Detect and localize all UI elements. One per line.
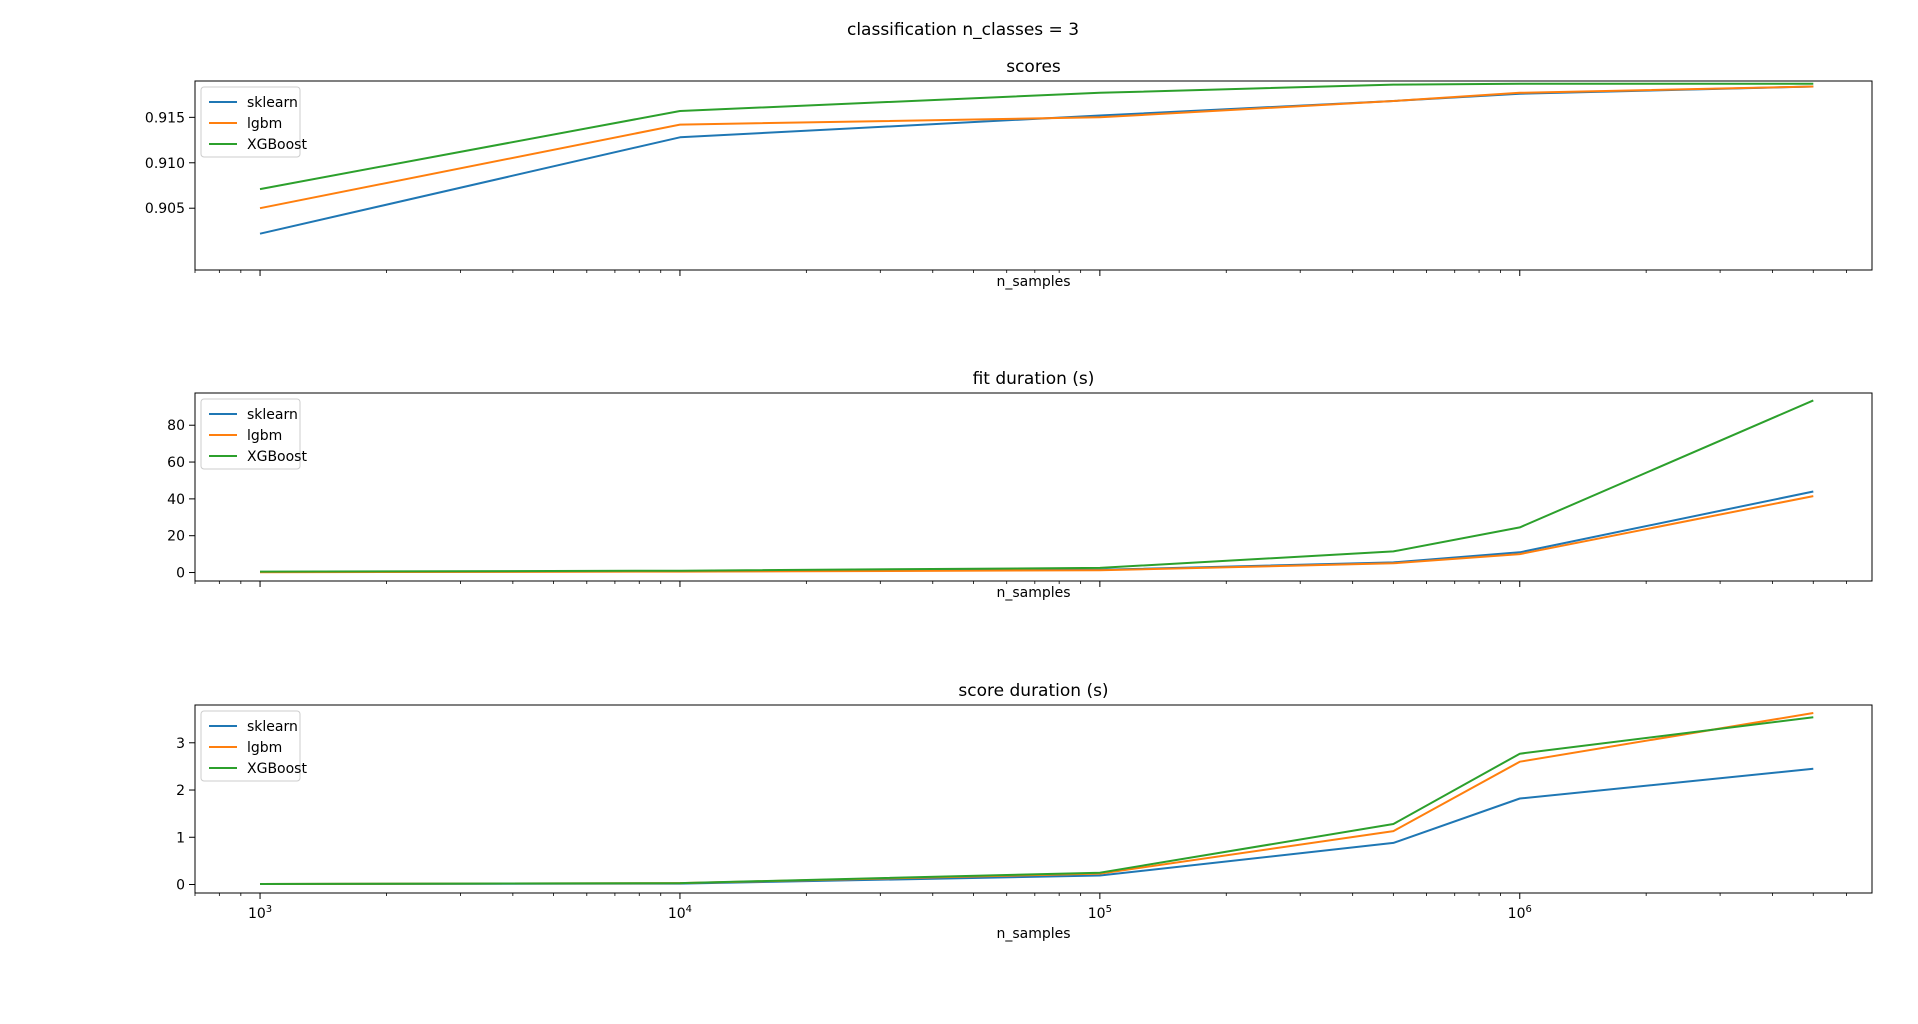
subplots: scores n_samples 0.905 0.910 0.915 sklearn lgb… (145, 57, 1873, 942)
y-tick-label: 0.905 (145, 201, 185, 217)
legend-label-lgbm: lgbm (247, 116, 282, 132)
y-tick-label: 0 (176, 566, 185, 582)
series-line-lgbm (259, 712, 1814, 885)
legend-label-lgbm: lgbm (247, 428, 282, 444)
legend-frame (200, 398, 301, 470)
subplot-1: scores n_samples 0.905 0.910 0.915 sklearn lgb… (145, 57, 1873, 290)
y-tick-label: 80 (167, 418, 185, 434)
legend-frame (200, 710, 301, 782)
y-tick-label: 0.915 (145, 110, 185, 126)
subplot-3: score duration (s) 103 104 105 106 n_samples 0… (176, 681, 1873, 942)
legend-label-sklearn: sklearn (247, 719, 298, 735)
y-tick-label: 40 (167, 492, 185, 508)
legend-label-sklearn: sklearn (247, 407, 298, 423)
series-line-xgboost (259, 82, 1814, 191)
axes-frame (194, 80, 1873, 271)
legend-label-lgbm: lgbm (247, 740, 282, 756)
series-line-xgboost (259, 716, 1814, 885)
legend: sklearn lgbm XGBoost (200, 86, 307, 158)
legend: sklearn lgbm XGBoost (200, 398, 307, 470)
axes-frame (194, 704, 1873, 894)
axes-title: score duration (s) (958, 681, 1108, 701)
series-line-lgbm (259, 85, 1814, 210)
x-tick-label: 106 (1508, 904, 1532, 922)
x-tick-label: 105 (1088, 904, 1112, 922)
x-axis-label: n_samples (996, 926, 1070, 942)
legend-label-sklearn: sklearn (247, 95, 298, 111)
x-tick-label: 103 (248, 904, 272, 922)
axes-frame (194, 392, 1873, 582)
axes-title: scores (1006, 57, 1061, 77)
series-line-sklearn (259, 767, 1814, 885)
legend: sklearn lgbm XGBoost (200, 710, 307, 782)
y-tick-label: 2 (176, 783, 185, 799)
y-tick-label: 20 (167, 529, 185, 545)
series-line-lgbm (259, 495, 1814, 574)
legend-label-xgboost: XGBoost (247, 761, 307, 777)
y-tick-label: 60 (167, 455, 185, 471)
axes-title: fit duration (s) (973, 369, 1095, 389)
subplot-2: fit duration (s) n_samples 0 20 40 60 80 sklear… (167, 369, 1873, 601)
x-tick-label: 104 (668, 904, 692, 922)
legend-label-xgboost: XGBoost (247, 449, 307, 465)
y-tick-label: 1 (176, 830, 185, 846)
series-line-xgboost (259, 399, 1814, 573)
y-tick-label: 0.910 (145, 156, 185, 172)
legend-frame (200, 86, 301, 158)
figure-suptitle: classification n_classes = 3 (847, 20, 1079, 40)
x-axis-label: n_samples (996, 585, 1070, 601)
y-tick-label: 3 (176, 736, 185, 752)
x-axis-label: n_samples (996, 274, 1070, 290)
series-line-sklearn (259, 85, 1814, 235)
legend-label-xgboost: XGBoost (247, 137, 307, 153)
y-tick-label: 0 (176, 877, 185, 893)
series-line-sklearn (259, 490, 1814, 573)
